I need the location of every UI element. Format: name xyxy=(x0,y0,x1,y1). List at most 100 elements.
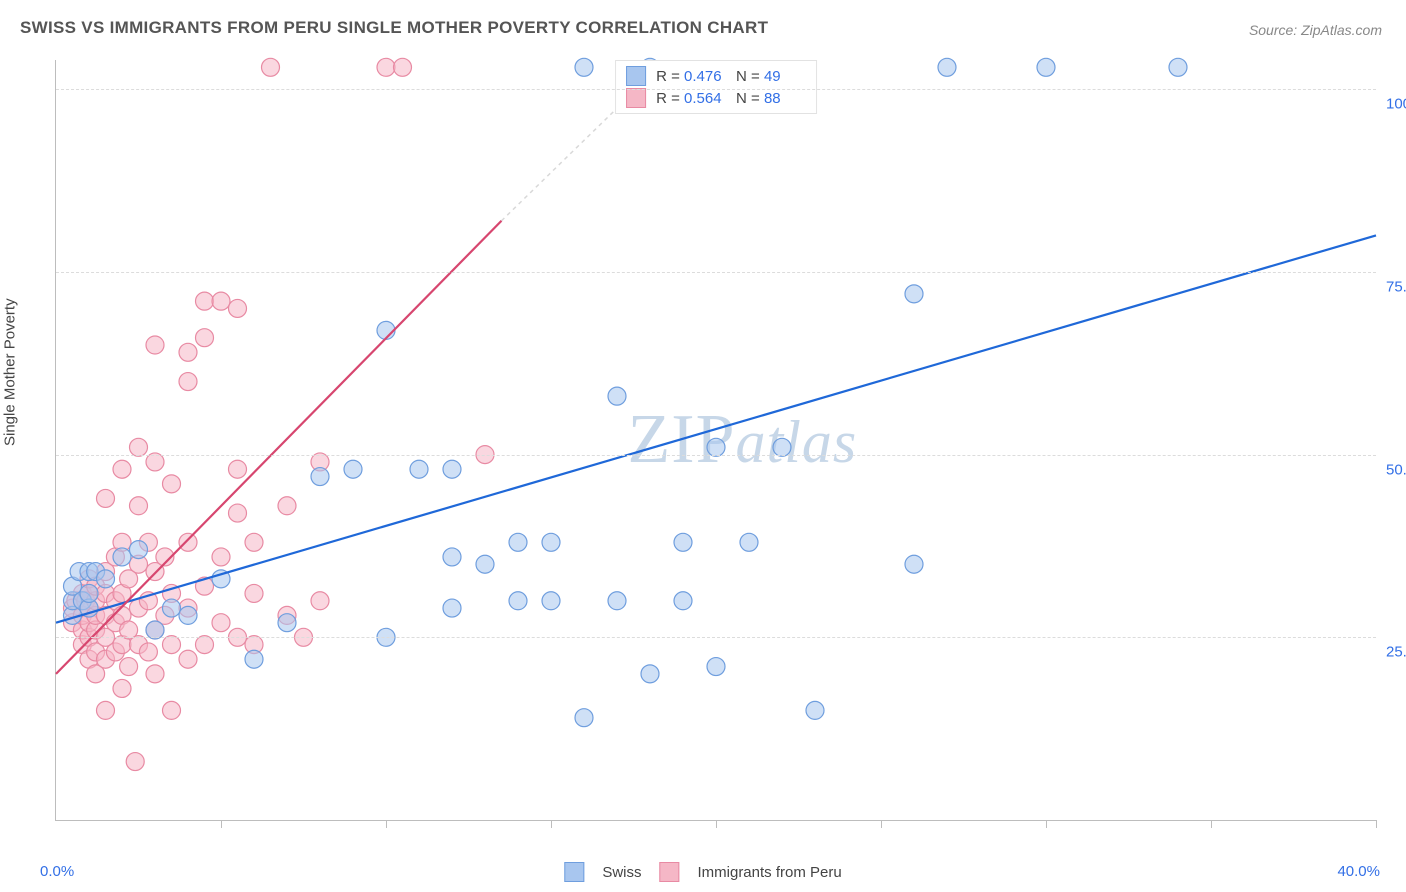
data-point xyxy=(1169,58,1187,76)
data-point xyxy=(740,533,758,551)
data-point xyxy=(139,643,157,661)
stats-row-swiss: R = 0.476 N = 49 xyxy=(626,65,806,87)
data-point xyxy=(773,438,791,456)
data-point xyxy=(97,701,115,719)
data-point xyxy=(443,599,461,617)
x-tick xyxy=(881,820,882,828)
data-point xyxy=(130,438,148,456)
data-point xyxy=(163,701,181,719)
data-point xyxy=(278,497,296,515)
peru-label: Immigrants from Peru xyxy=(697,864,841,881)
data-point xyxy=(575,58,593,76)
chart-title: SWISS VS IMMIGRANTS FROM PERU SINGLE MOT… xyxy=(20,18,768,38)
x-tick xyxy=(1376,820,1377,828)
gridline xyxy=(56,637,1376,638)
data-point xyxy=(179,343,197,361)
data-point xyxy=(1037,58,1055,76)
swiss-n-value: 49 xyxy=(764,68,806,85)
swatch-peru-icon xyxy=(659,862,679,882)
data-point xyxy=(179,373,197,391)
data-point xyxy=(245,650,263,668)
data-point xyxy=(229,460,247,478)
swiss-label: Swiss xyxy=(602,864,641,881)
data-point xyxy=(196,292,214,310)
gridline xyxy=(56,89,1376,90)
data-point xyxy=(344,460,362,478)
data-point xyxy=(707,658,725,676)
data-point xyxy=(262,58,280,76)
stats-legend: R = 0.476 N = 49 R = 0.564 N = 88 xyxy=(615,60,817,114)
data-point xyxy=(130,497,148,515)
data-point xyxy=(163,599,181,617)
data-point xyxy=(229,504,247,522)
data-point xyxy=(542,533,560,551)
data-point xyxy=(542,592,560,610)
data-point xyxy=(146,453,164,471)
data-point xyxy=(575,709,593,727)
data-point xyxy=(113,460,131,478)
data-point xyxy=(126,753,144,771)
y-tick-label: 100.0% xyxy=(1386,96,1406,113)
data-point xyxy=(179,650,197,668)
x-tick xyxy=(551,820,552,828)
trend-line xyxy=(56,235,1376,622)
series-legend: Swiss Immigrants from Peru xyxy=(564,862,841,882)
data-point xyxy=(707,438,725,456)
stats-row-peru: R = 0.564 N = 88 xyxy=(626,87,806,109)
data-point xyxy=(674,592,692,610)
data-point xyxy=(196,636,214,654)
data-point xyxy=(410,460,428,478)
data-point xyxy=(311,468,329,486)
x-axis-max-label: 40.0% xyxy=(1337,863,1380,880)
data-point xyxy=(212,292,230,310)
swatch-peru-icon xyxy=(626,88,646,108)
x-tick xyxy=(221,820,222,828)
x-tick xyxy=(1046,820,1047,828)
data-point xyxy=(938,58,956,76)
data-point xyxy=(443,460,461,478)
n-prefix: N = xyxy=(736,68,760,85)
data-point xyxy=(443,548,461,566)
x-axis-min-label: 0.0% xyxy=(40,863,74,880)
data-point xyxy=(311,592,329,610)
data-point xyxy=(113,679,131,697)
peru-r-value: 0.564 xyxy=(684,90,726,107)
trend-line xyxy=(56,221,502,674)
gridline xyxy=(56,272,1376,273)
data-point xyxy=(163,636,181,654)
plot-area: ZIPatlas R = 0.476 N = 49 R = 0.564 N = … xyxy=(55,60,1376,821)
data-point xyxy=(608,387,626,405)
data-point xyxy=(905,285,923,303)
data-point xyxy=(196,329,214,347)
swatch-swiss-icon xyxy=(626,66,646,86)
data-point xyxy=(130,541,148,559)
swiss-r-value: 0.476 xyxy=(684,68,726,85)
data-point xyxy=(806,701,824,719)
y-axis-title: Single Mother Poverty xyxy=(2,298,19,446)
data-point xyxy=(97,570,115,588)
data-point xyxy=(97,489,115,507)
data-point xyxy=(476,555,494,573)
x-tick xyxy=(1211,820,1212,828)
data-point xyxy=(146,336,164,354)
r-prefix: R = xyxy=(656,90,680,107)
y-tick-label: 25.0% xyxy=(1386,644,1406,661)
plot-svg xyxy=(56,60,1376,820)
data-point xyxy=(509,533,527,551)
data-point xyxy=(394,58,412,76)
data-point xyxy=(212,614,230,632)
x-tick xyxy=(386,820,387,828)
data-point xyxy=(163,475,181,493)
data-point xyxy=(245,584,263,602)
data-point xyxy=(179,606,197,624)
data-point xyxy=(229,299,247,317)
data-point xyxy=(80,584,98,602)
swatch-swiss-icon xyxy=(564,862,584,882)
gridline xyxy=(56,455,1376,456)
y-tick-label: 50.0% xyxy=(1386,461,1406,478)
data-point xyxy=(245,533,263,551)
y-tick-label: 75.0% xyxy=(1386,278,1406,295)
data-point xyxy=(905,555,923,573)
data-point xyxy=(146,665,164,683)
n-prefix: N = xyxy=(736,90,760,107)
